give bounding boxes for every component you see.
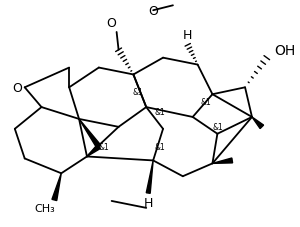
Text: O: O: [107, 17, 117, 30]
Text: &1: &1: [155, 143, 166, 151]
Text: &1: &1: [98, 143, 109, 151]
Polygon shape: [52, 173, 61, 201]
Text: &1: &1: [200, 97, 211, 106]
Text: O: O: [12, 81, 22, 94]
Text: H: H: [143, 197, 153, 210]
Polygon shape: [212, 158, 232, 164]
Text: &1: &1: [155, 107, 166, 116]
Polygon shape: [146, 161, 153, 193]
Text: H: H: [183, 29, 192, 42]
Text: O: O: [148, 5, 158, 18]
Polygon shape: [87, 145, 101, 157]
Polygon shape: [79, 119, 101, 148]
Text: &1: &1: [212, 123, 223, 132]
Text: &1: &1: [133, 87, 144, 96]
Text: OH: OH: [275, 44, 296, 57]
Text: CH₃: CH₃: [34, 203, 55, 213]
Polygon shape: [252, 117, 264, 129]
